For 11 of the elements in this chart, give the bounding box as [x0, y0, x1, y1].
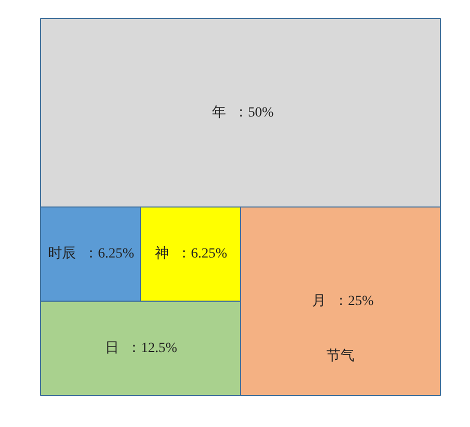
- category-label: 日: [105, 340, 119, 356]
- data-label: ：50%: [234, 105, 274, 120]
- category-label: 神: [155, 246, 169, 262]
- text: 节气: [326, 348, 354, 364]
- data-label: ：12.5%: [127, 340, 178, 356]
- data-label: ：6.25%: [84, 246, 134, 262]
- category-label: 年: [212, 104, 226, 120]
- data-label: ：25%: [334, 294, 374, 309]
- category-label: 月: [312, 294, 326, 309]
- data-label: ：6.25%: [177, 246, 228, 262]
- category-label: 时辰: [48, 246, 76, 262]
